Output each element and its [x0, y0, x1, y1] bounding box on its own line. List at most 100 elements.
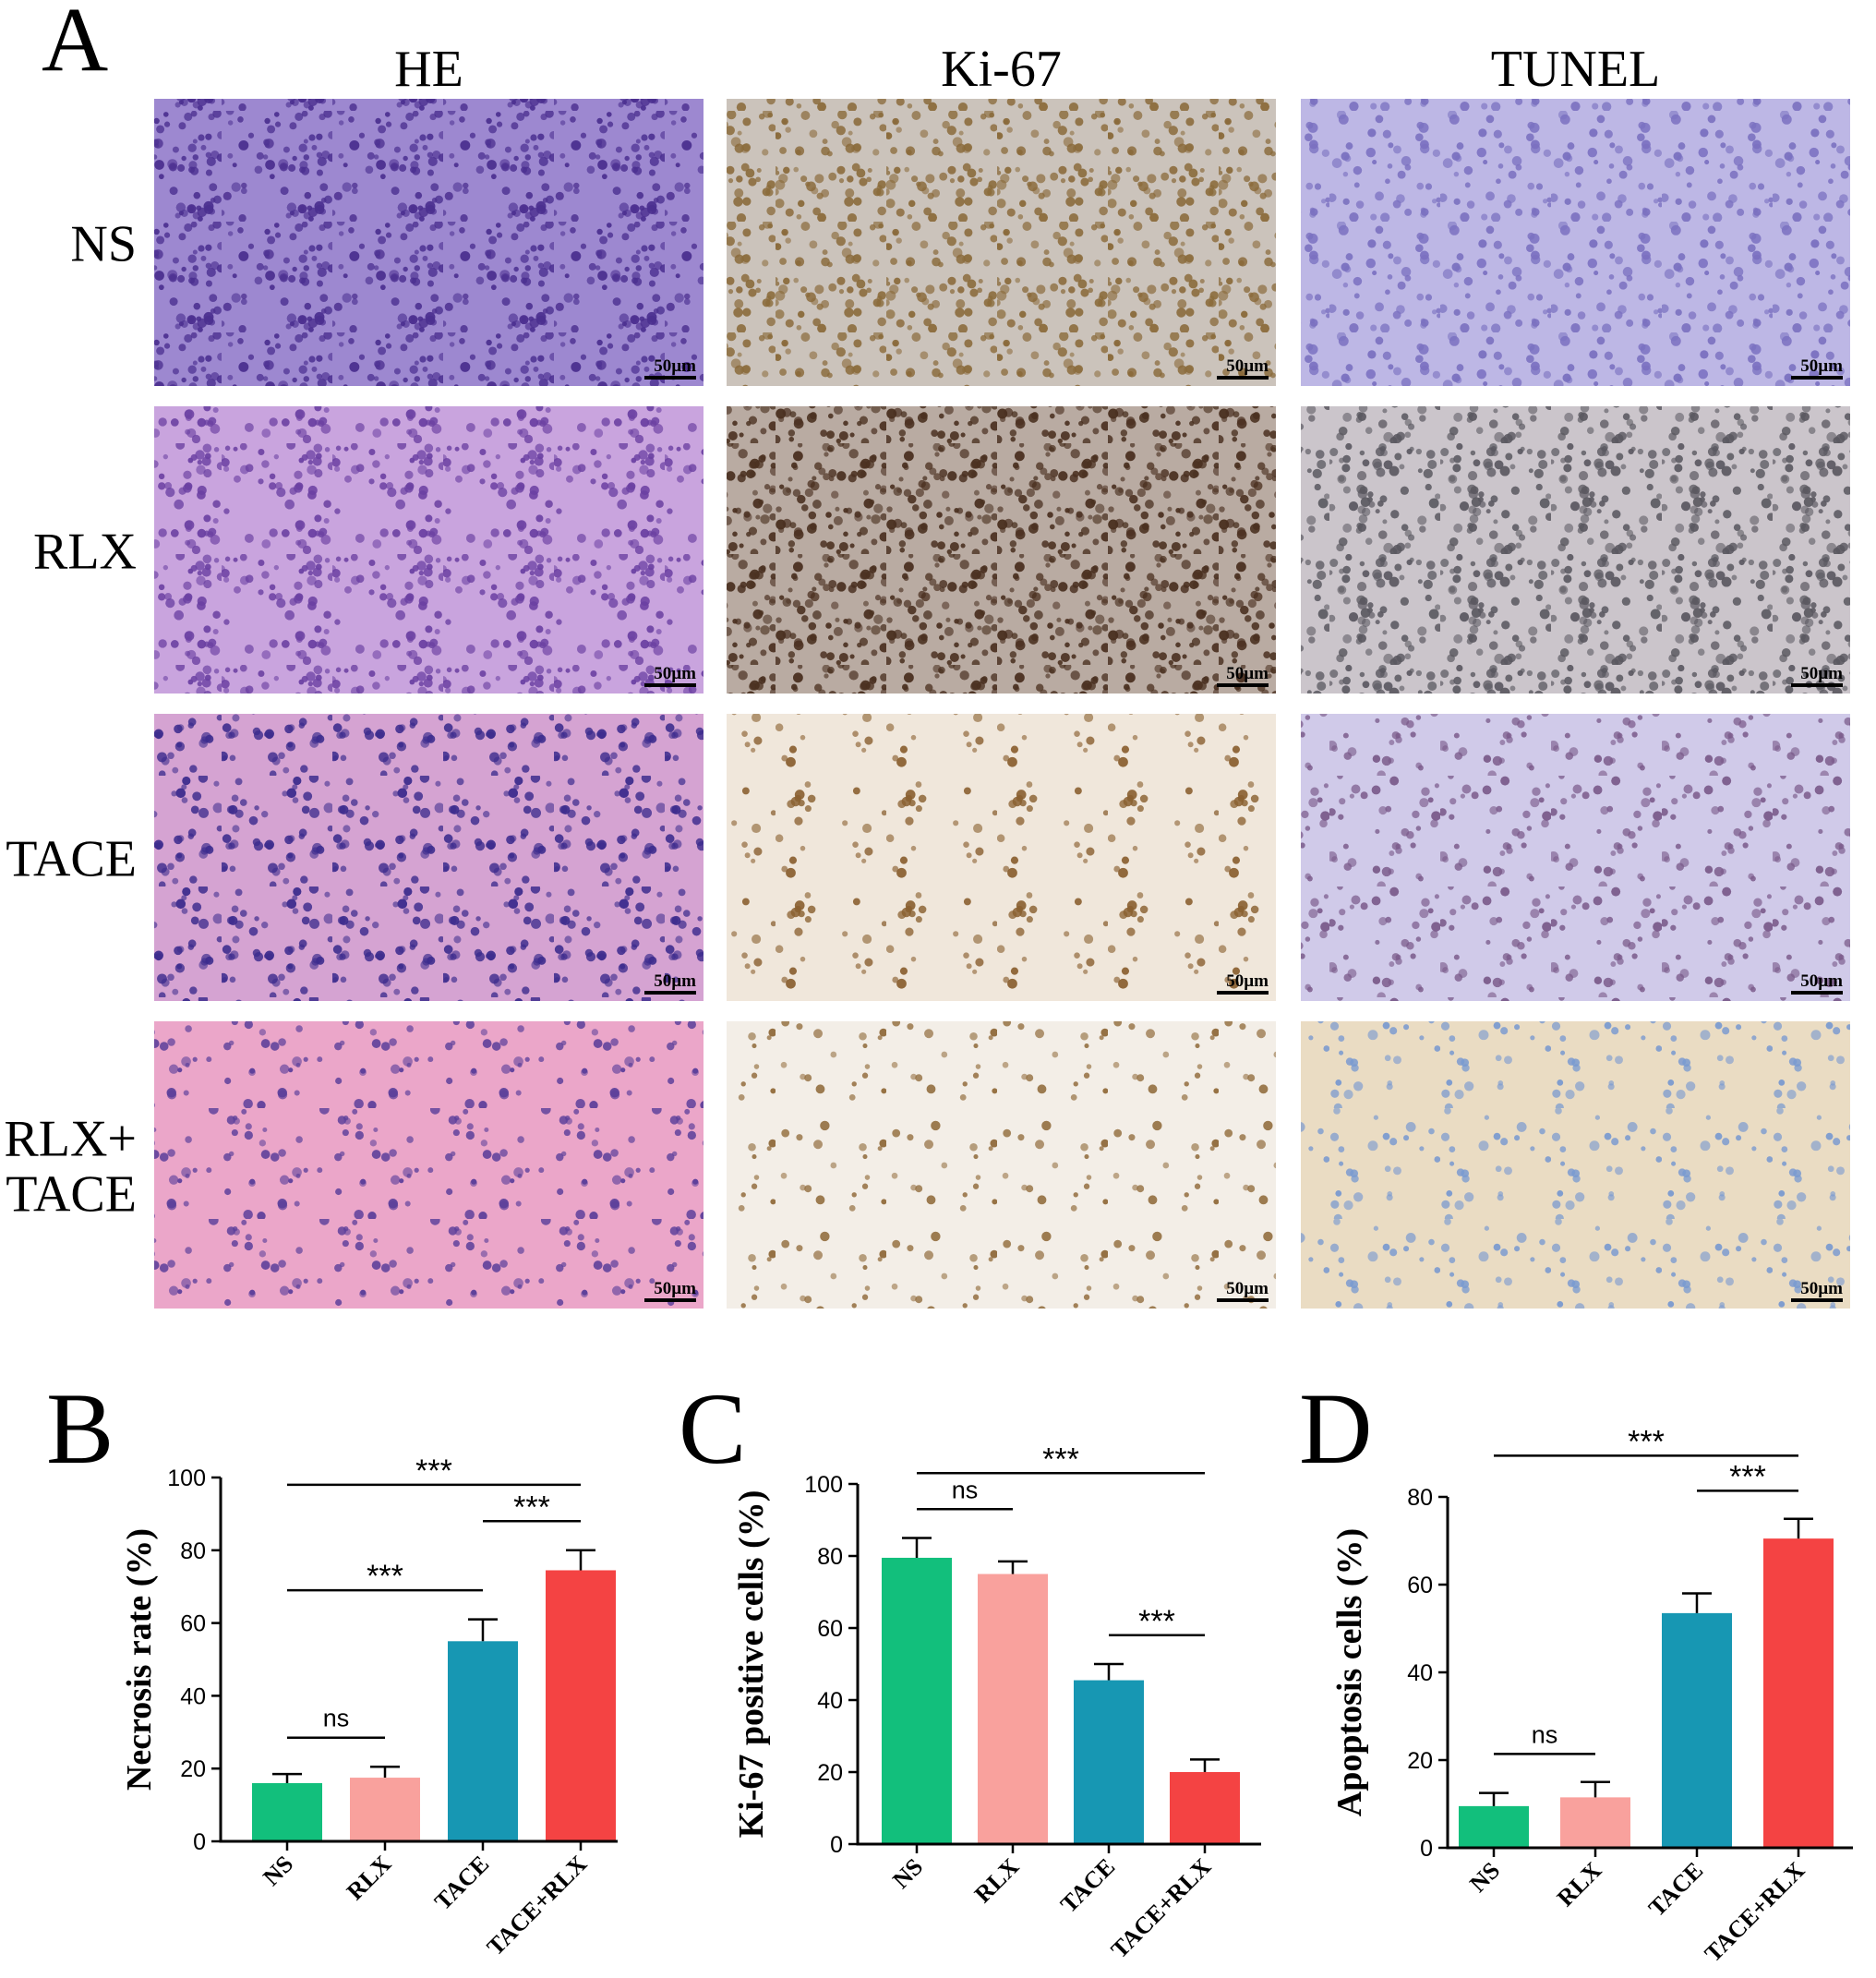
bar: [448, 1641, 518, 1841]
scale-bar-label: 50µm: [1800, 664, 1843, 683]
bar: [1560, 1797, 1630, 1848]
y-axis-label: Apoptosis cells (%): [1330, 1528, 1369, 1816]
error-bar: [1479, 1791, 1509, 1806]
y-tick-label: 40: [817, 1688, 843, 1714]
bar: [252, 1782, 322, 1841]
x-tick-label: TACE+RLX: [1700, 1857, 1810, 1968]
bar: [1459, 1805, 1529, 1848]
bar: [1763, 1538, 1834, 1848]
significance-label: ns: [323, 1705, 350, 1732]
column-header: HE: [394, 41, 463, 98]
scale-bar-label: 50µm: [1226, 971, 1269, 991]
bar: [1074, 1680, 1144, 1844]
axes: [1446, 1497, 1853, 1850]
y-tick-label: 40: [1407, 1660, 1433, 1686]
significance-label: ***: [1042, 1441, 1079, 1477]
scale-bar-label: 50µm: [1226, 356, 1269, 376]
scale-bar-label: 50µm: [1800, 971, 1843, 991]
micrograph: [154, 406, 704, 694]
significance-label: ***: [1138, 1604, 1175, 1639]
error-bar: [998, 1560, 1028, 1574]
bar: [1662, 1612, 1732, 1848]
axes: [856, 1484, 1261, 1846]
significance-label: ***: [513, 1490, 550, 1525]
bar: [978, 1574, 1048, 1844]
row-label: TACE: [6, 831, 137, 888]
micrograph: [154, 1021, 704, 1309]
error-bar: [1784, 1517, 1813, 1539]
y-tick-label: 100: [804, 1472, 843, 1498]
micrograph: [1301, 1021, 1850, 1309]
significance-label: ***: [1628, 1424, 1665, 1459]
scale-bar-label: 50µm: [654, 356, 696, 376]
scale-bar-label: 50µm: [1226, 664, 1269, 683]
error-bar: [468, 1618, 498, 1642]
significance-label: ***: [415, 1453, 452, 1489]
significance-label: ***: [1729, 1459, 1766, 1494]
x-tick-label: NS: [1464, 1857, 1505, 1898]
error-bar: [1682, 1592, 1712, 1613]
column-header: Ki-67: [941, 41, 1062, 98]
bar: [350, 1778, 420, 1841]
row-label: RLX+: [4, 1111, 137, 1168]
error-bar: [1094, 1662, 1124, 1681]
y-tick-label: 20: [180, 1756, 206, 1782]
y-tick-label: 80: [180, 1538, 206, 1564]
row-label: TACE: [6, 1166, 137, 1224]
micrograph: [154, 99, 704, 386]
error-bar: [902, 1537, 932, 1558]
y-axis-label: Ki-67 positive cells (%): [732, 1490, 771, 1839]
row-label: NS: [70, 216, 137, 273]
scale-bar-label: 50µm: [654, 1279, 696, 1298]
micrograph: [1301, 714, 1850, 1001]
error-bar: [272, 1772, 302, 1783]
bar: [546, 1570, 616, 1841]
panel-label: C: [679, 1372, 746, 1485]
x-tick-label: NS: [887, 1853, 928, 1894]
x-tick-label: RLX: [969, 1853, 1024, 1908]
x-tick-label: RLX: [342, 1851, 396, 1905]
y-tick-label: 100: [167, 1465, 206, 1491]
micrograph: [727, 1021, 1276, 1309]
x-tick-label: TACE: [429, 1851, 494, 1915]
error-bar: [1581, 1780, 1610, 1798]
y-tick-label: 60: [1407, 1573, 1433, 1598]
scale-bar-label: 50µm: [1800, 356, 1843, 376]
error-bar: [370, 1765, 400, 1779]
significance-label: ***: [367, 1559, 403, 1594]
micrograph: [727, 99, 1276, 386]
x-tick-label: TACE: [1643, 1857, 1708, 1922]
scale-bar-label: 50µm: [654, 971, 696, 991]
scale-bar-label: 50µm: [1800, 1279, 1843, 1298]
micrograph: [1301, 99, 1850, 386]
axes: [219, 1477, 618, 1843]
y-tick-label: 20: [1407, 1748, 1433, 1774]
micrograph: [727, 406, 1276, 694]
y-tick-label: 60: [180, 1611, 206, 1637]
x-tick-label: TACE: [1055, 1853, 1120, 1918]
y-tick-label: 60: [817, 1616, 843, 1642]
y-tick-label: 20: [817, 1760, 843, 1786]
micrograph: [1301, 406, 1850, 694]
x-tick-label: RLX: [1552, 1857, 1606, 1912]
x-tick-label: NS: [258, 1851, 298, 1891]
x-tick-label: TACE+RLX: [482, 1851, 593, 1961]
y-tick-label: 80: [817, 1544, 843, 1570]
error-bar: [1190, 1758, 1220, 1772]
micrograph: [154, 714, 704, 1001]
bar: [1170, 1772, 1240, 1844]
significance-label: ns: [952, 1476, 979, 1503]
column-header: TUNEL: [1491, 41, 1661, 98]
error-bar: [566, 1549, 595, 1571]
significance-label: ns: [1532, 1720, 1558, 1748]
row-label: RLX: [33, 524, 137, 581]
y-tick-label: 0: [830, 1832, 843, 1858]
micrograph: [727, 714, 1276, 1001]
scale-bar-label: 50µm: [654, 664, 696, 683]
bar: [882, 1557, 952, 1844]
y-tick-label: 0: [1420, 1836, 1433, 1862]
panel-label: D: [1299, 1372, 1372, 1485]
panel-label: A: [42, 0, 108, 90]
y-tick-label: 40: [180, 1683, 206, 1709]
